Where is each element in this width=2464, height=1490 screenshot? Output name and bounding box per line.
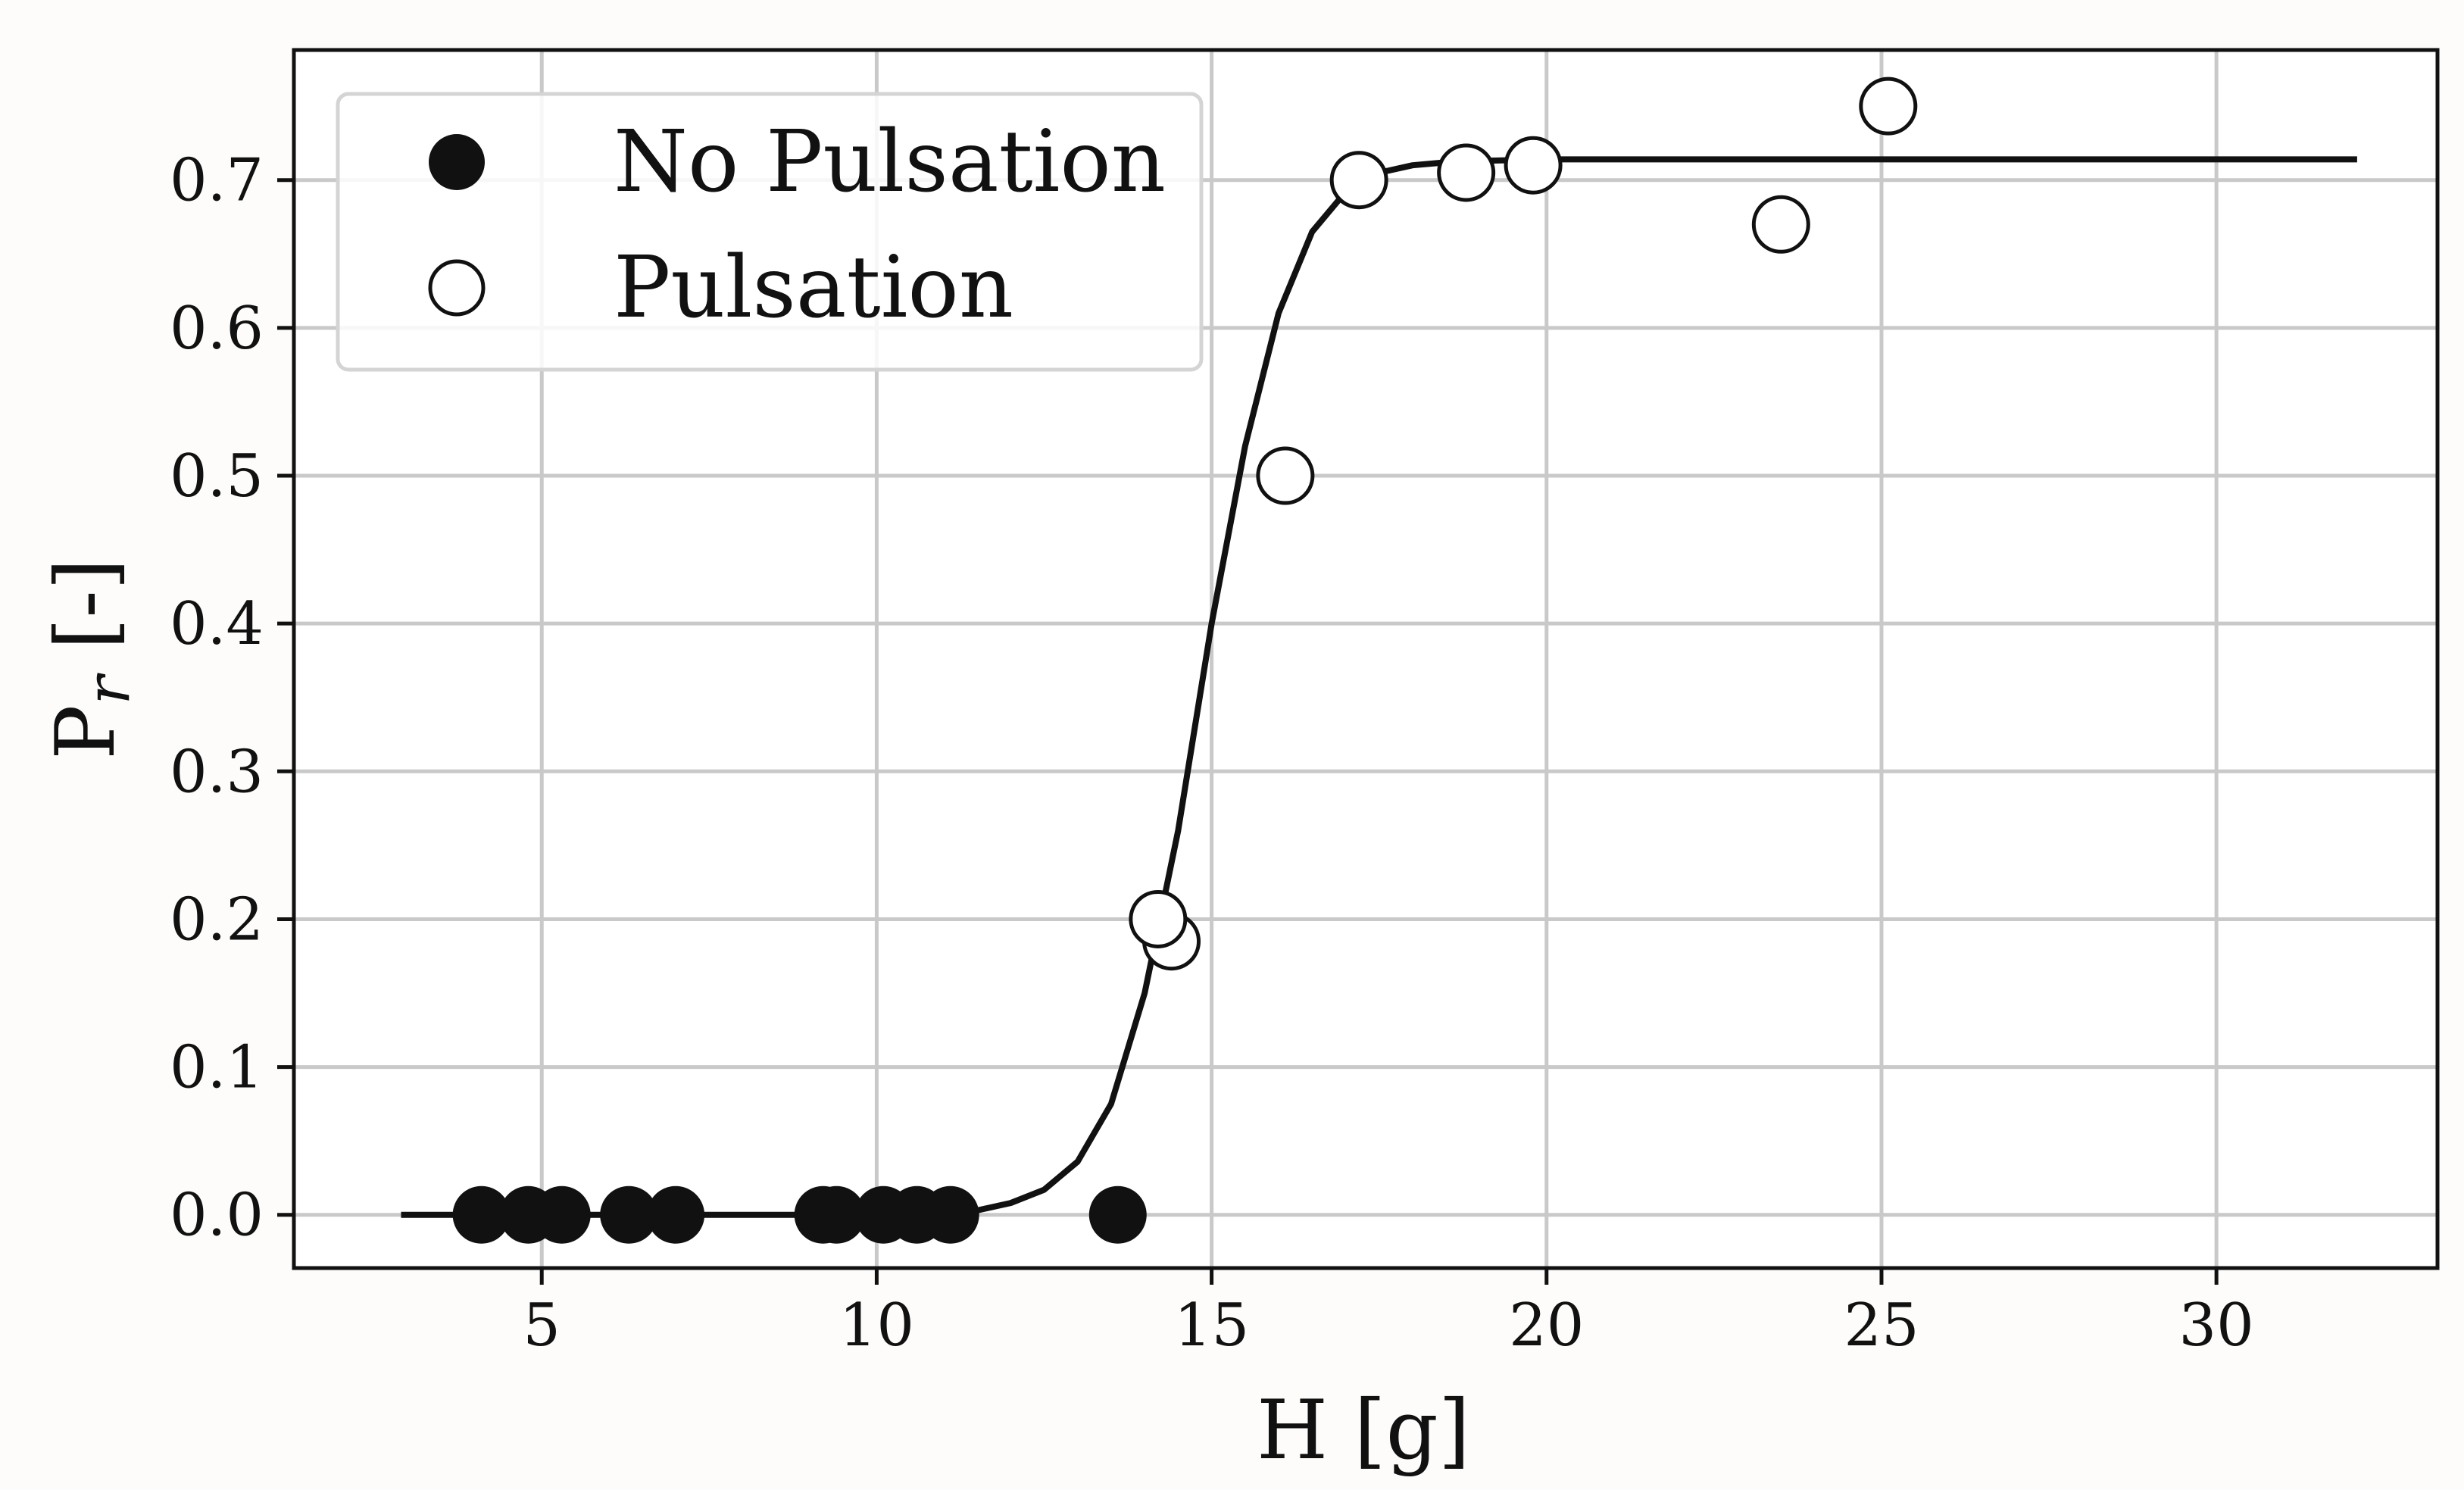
x-tick-label: 20 <box>1509 1292 1584 1360</box>
plot-frame <box>292 48 2440 1270</box>
pulsation-point <box>1751 195 1810 254</box>
y-tick-label: 0.0 <box>170 1182 264 1250</box>
x-tick-label: 15 <box>1174 1292 1249 1360</box>
x-tick-label: 25 <box>1844 1292 1919 1360</box>
no-pulsation-point <box>532 1185 591 1244</box>
legend-marker-open-icon <box>428 259 486 317</box>
y-tick-label: 0.6 <box>170 295 264 363</box>
x-axis-label: H [g] <box>1257 1383 1470 1478</box>
data-points <box>452 77 1918 1244</box>
y-tick-label: 0.4 <box>170 590 264 658</box>
no-pulsation-point <box>600 1185 658 1244</box>
no-pulsation-point <box>807 1185 866 1244</box>
pulsation-point <box>1504 136 1563 195</box>
x-tick-label: 10 <box>839 1292 914 1360</box>
no-pulsation-point <box>452 1185 511 1244</box>
legend-label-pulsation: Pulsation <box>614 239 1013 337</box>
y-tick-label: 0.5 <box>170 442 264 511</box>
pulsation-point <box>1256 446 1315 505</box>
y-axis-ticks: 0.0 0.1 0.2 0.3 0.4 0.5 0.6 0.7 <box>170 147 294 1250</box>
pulsation-point <box>1859 77 1918 136</box>
y-tick-label: 0.7 <box>170 147 264 215</box>
y-tick-label: 0.3 <box>170 738 264 806</box>
pulsation-point <box>1329 151 1388 210</box>
y-tick-label: 0.2 <box>170 886 264 954</box>
no-pulsation-point <box>921 1185 979 1244</box>
x-tick-label: 30 <box>2179 1292 2254 1360</box>
legend-label-no-pulsation: No Pulsation <box>614 113 1166 211</box>
x-axis-ticks: 5 10 15 20 25 30 <box>523 1268 2254 1360</box>
y-tick-label: 0.1 <box>170 1034 264 1102</box>
no-pulsation-point <box>1088 1185 1147 1244</box>
no-pulsation-point <box>647 1185 705 1244</box>
legend: No Pulsation Pulsation <box>336 92 1204 372</box>
pulsation-point <box>1437 143 1496 202</box>
legend-box <box>336 92 1204 372</box>
x-tick-label: 5 <box>523 1292 561 1360</box>
legend-marker-filled-icon <box>429 134 485 190</box>
y-axis-label: Pr [-] <box>39 558 143 760</box>
pulsation-point <box>1129 889 1188 948</box>
